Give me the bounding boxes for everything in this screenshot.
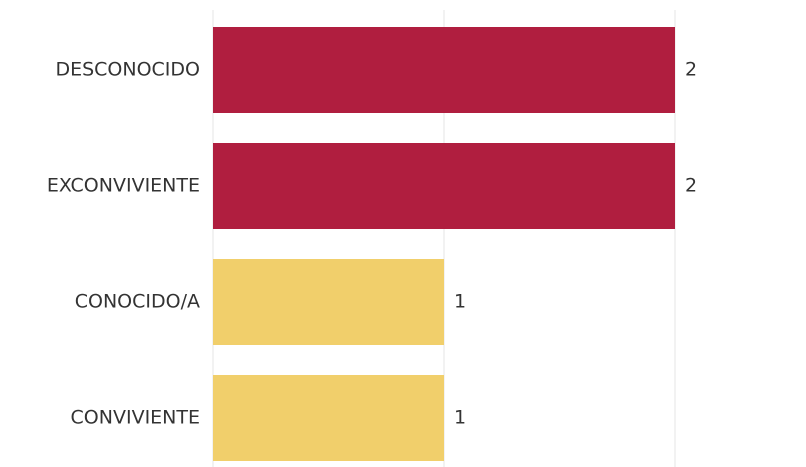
value-label: 1 [454, 407, 466, 429]
category-label: EXCONVIVIENTE [47, 175, 200, 197]
bar[interactable] [213, 259, 444, 345]
value-labels: 2 2 1 1 [454, 59, 697, 429]
bar[interactable] [213, 27, 675, 113]
bars [213, 27, 675, 461]
value-label: 1 [454, 291, 466, 313]
bar[interactable] [213, 143, 675, 229]
category-label: CONVIVIENTE [71, 407, 200, 429]
category-labels: DESCONOCIDO EXCONVIVIENTE CONOCIDO/A CONVIV… [47, 59, 200, 429]
value-label: 2 [685, 59, 697, 81]
category-label: CONOCIDO/A [75, 291, 200, 313]
bar[interactable] [213, 375, 444, 461]
value-label: 2 [685, 175, 697, 197]
category-label: DESCONOCIDO [55, 59, 200, 81]
